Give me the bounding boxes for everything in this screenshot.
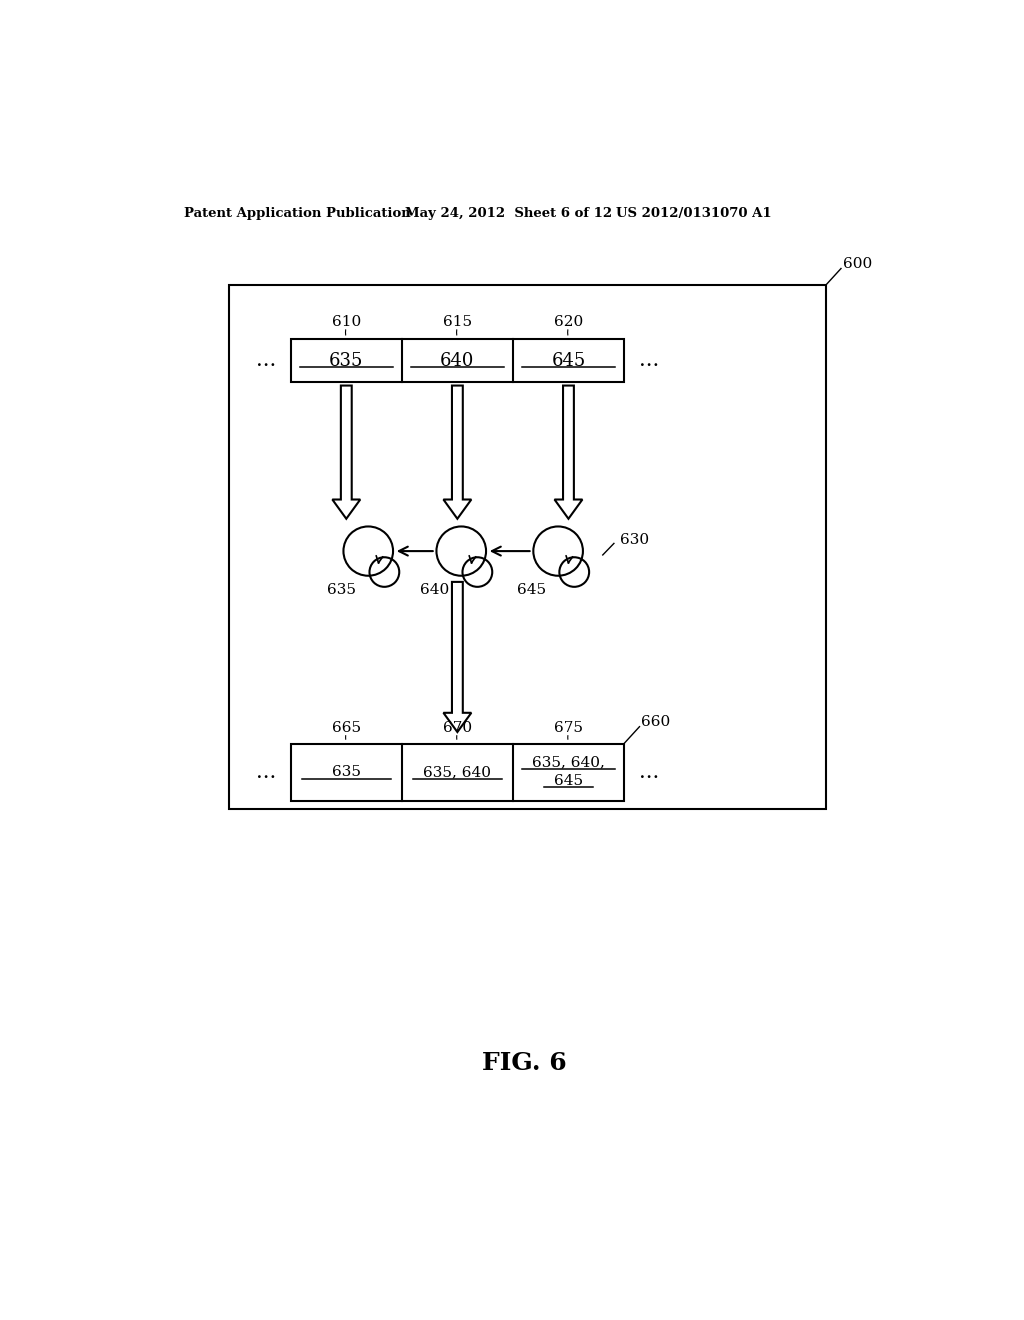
Polygon shape xyxy=(555,385,583,519)
Bar xyxy=(291,339,624,381)
Text: ...: ... xyxy=(256,763,276,781)
Text: US 2012/0131070 A1: US 2012/0131070 A1 xyxy=(616,207,772,220)
Text: Patent Application Publication: Patent Application Publication xyxy=(183,207,411,220)
Polygon shape xyxy=(333,385,360,519)
Text: ...: ... xyxy=(256,351,276,370)
Text: 600: 600 xyxy=(843,257,871,271)
Text: 635: 635 xyxy=(332,766,360,780)
Text: 620: 620 xyxy=(554,315,583,330)
Text: ...: ... xyxy=(639,351,658,370)
Text: 645: 645 xyxy=(517,582,547,597)
Text: 615: 615 xyxy=(442,315,472,330)
Polygon shape xyxy=(443,582,471,733)
Text: 635, 640,: 635, 640, xyxy=(532,755,605,770)
Text: 645: 645 xyxy=(551,351,586,370)
Text: 665: 665 xyxy=(332,721,360,735)
Bar xyxy=(291,743,624,801)
Text: 640: 640 xyxy=(420,582,450,597)
Text: 630: 630 xyxy=(621,532,649,546)
Text: 675: 675 xyxy=(554,721,583,735)
Bar xyxy=(228,285,825,809)
Text: 645: 645 xyxy=(554,774,583,788)
Text: 670: 670 xyxy=(442,721,472,735)
Text: 635: 635 xyxy=(329,351,364,370)
Text: 635, 640: 635, 640 xyxy=(423,766,492,780)
Text: 635: 635 xyxy=(328,582,356,597)
Text: ...: ... xyxy=(639,763,658,781)
Text: FIG. 6: FIG. 6 xyxy=(482,1051,567,1076)
Polygon shape xyxy=(443,385,471,519)
Text: 610: 610 xyxy=(332,315,360,330)
Text: 660: 660 xyxy=(641,715,671,729)
Text: May 24, 2012  Sheet 6 of 12: May 24, 2012 Sheet 6 of 12 xyxy=(406,207,612,220)
Text: 640: 640 xyxy=(440,351,474,370)
